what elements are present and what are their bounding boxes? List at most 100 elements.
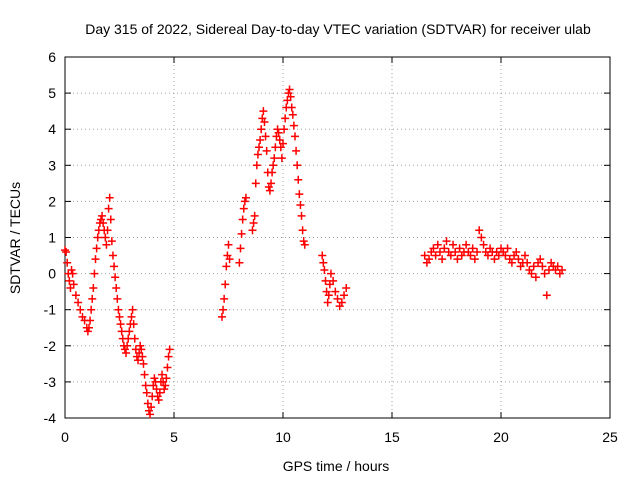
- data-point: [253, 150, 262, 159]
- data-point: [420, 251, 429, 260]
- data-point: [142, 388, 151, 397]
- data-point: [86, 316, 95, 325]
- data-point: [125, 327, 134, 336]
- data-point: [527, 269, 536, 278]
- data-point: [240, 197, 249, 206]
- data-point: [483, 251, 492, 260]
- y-tick-label: 2: [48, 193, 56, 209]
- data-point: [277, 154, 286, 163]
- y-tick-label: -4: [44, 410, 57, 426]
- data-point: [127, 312, 136, 321]
- data-point: [101, 233, 110, 242]
- data-point: [523, 258, 532, 267]
- data-point: [87, 305, 96, 314]
- data-point: [429, 244, 438, 253]
- data-point: [326, 269, 335, 278]
- data-point: [538, 262, 547, 271]
- data-point: [140, 370, 149, 379]
- data-point: [299, 237, 308, 246]
- data-point: [324, 291, 333, 300]
- data-point: [320, 265, 329, 274]
- data-point: [217, 312, 226, 321]
- data-point: [453, 255, 462, 264]
- data-point: [107, 237, 116, 246]
- data-point: [520, 251, 529, 260]
- data-point: [267, 179, 276, 188]
- data-point: [102, 240, 111, 249]
- data-point: [300, 240, 309, 249]
- data-points: [61, 85, 567, 419]
- data-point: [477, 233, 486, 242]
- data-point: [259, 107, 268, 116]
- data-point: [466, 251, 475, 260]
- data-point: [280, 125, 289, 134]
- data-point: [260, 117, 269, 126]
- data-point: [279, 139, 287, 148]
- data-point: [252, 161, 261, 170]
- data-point: [270, 154, 279, 163]
- data-point: [274, 128, 283, 137]
- data-point: [285, 85, 294, 94]
- data-point: [321, 276, 330, 285]
- data-point: [241, 193, 250, 202]
- data-point: [529, 262, 538, 271]
- data-point: [235, 258, 244, 267]
- data-point: [164, 352, 173, 361]
- data-point: [501, 251, 510, 260]
- data-point: [129, 320, 138, 329]
- data-point: [150, 374, 159, 383]
- data-point: [514, 255, 523, 264]
- data-point: [512, 247, 521, 256]
- data-point: [134, 356, 143, 365]
- data-point: [162, 374, 171, 383]
- data-point: [462, 240, 471, 249]
- data-point: [503, 244, 512, 253]
- data-point: [261, 132, 270, 141]
- data-point: [71, 291, 80, 300]
- x-tick-label: 20: [493, 429, 509, 445]
- y-tick-label: -3: [44, 374, 57, 390]
- data-point: [115, 312, 124, 321]
- data-point: [340, 291, 349, 300]
- data-point: [139, 359, 148, 368]
- data-point: [136, 341, 145, 350]
- data-point: [540, 269, 549, 278]
- data-point: [425, 255, 434, 264]
- data-point: [333, 294, 342, 303]
- x-tick-label: 15: [384, 429, 400, 445]
- data-point: [295, 190, 304, 199]
- data-point: [155, 388, 164, 397]
- y-axis-label: SDTVAR / TECUs: [7, 182, 23, 294]
- data-point: [106, 215, 115, 224]
- data-point: [104, 204, 113, 213]
- data-point: [222, 262, 231, 271]
- data-point: [435, 247, 444, 256]
- data-point: [158, 370, 167, 379]
- data-point: [298, 226, 307, 235]
- data-point: [431, 251, 440, 260]
- data-point: [294, 175, 303, 184]
- data-point: [76, 305, 85, 314]
- data-point: [289, 121, 298, 130]
- data-point: [224, 240, 233, 249]
- y-tick-label: 3: [48, 157, 56, 173]
- data-point: [221, 280, 230, 289]
- data-point: [225, 255, 234, 264]
- data-point: [475, 226, 484, 235]
- x-tick-label: 10: [275, 429, 291, 445]
- data-point: [141, 381, 150, 390]
- data-point: [113, 294, 122, 303]
- chart-title: Day 315 of 2022, Sidereal Day-to-day VTE…: [85, 21, 591, 37]
- data-point: [255, 143, 264, 152]
- data-point: [88, 294, 97, 303]
- data-point: [84, 323, 93, 332]
- data-point: [117, 327, 126, 336]
- data-point: [449, 240, 458, 249]
- data-point: [91, 255, 100, 264]
- y-tick-label: -2: [44, 338, 57, 354]
- data-point: [331, 287, 340, 296]
- data-point: [236, 244, 245, 253]
- data-point: [329, 276, 338, 285]
- data-point: [161, 381, 170, 390]
